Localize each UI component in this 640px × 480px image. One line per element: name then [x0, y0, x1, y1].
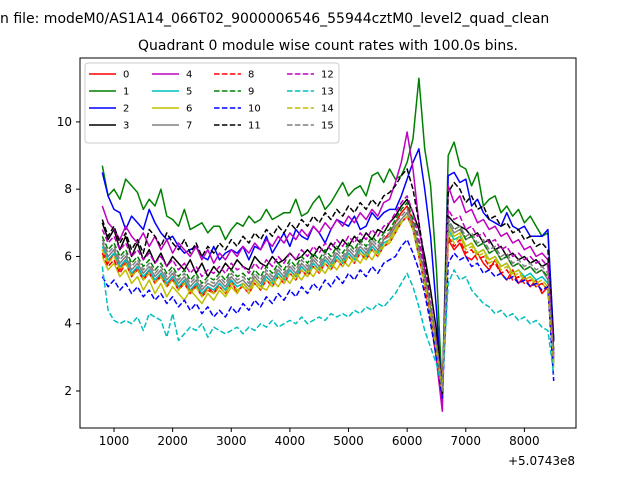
- x-tick-label: 2000: [157, 434, 188, 448]
- legend-label-1: 1: [123, 87, 129, 98]
- chart-title: Quadrant 0 module wise count rates with …: [138, 38, 518, 54]
- legend-label-4: 4: [186, 70, 192, 81]
- x-axis-offset-label: +5.0743e8: [508, 454, 575, 468]
- figure-suptitle: n file: modeM0/AS1A14_066T02_9000006546_…: [0, 11, 549, 27]
- legend-box: [84, 62, 340, 144]
- x-tick-label: 1000: [99, 434, 130, 448]
- legend-label-3: 3: [123, 121, 129, 132]
- y-tick-label: 6: [64, 249, 72, 263]
- series-line-6: [101, 211, 555, 389]
- y-tick-label: 10: [57, 115, 72, 129]
- y-tick-label: 8: [64, 182, 72, 196]
- x-tick-label: 3000: [216, 434, 247, 448]
- legend-label-9: 9: [248, 87, 254, 98]
- y-tick-label: 4: [64, 317, 72, 331]
- series-line-1: [101, 77, 555, 396]
- plot-frame: [79, 57, 577, 429]
- legend-label-7: 7: [186, 121, 192, 132]
- x-tick-label: 4000: [275, 434, 306, 448]
- legend-label-14: 14: [321, 104, 334, 115]
- series-line-10: [101, 238, 555, 399]
- legend-label-12: 12: [321, 70, 334, 81]
- series-line-4: [101, 131, 555, 412]
- legend-label-11: 11: [248, 121, 261, 132]
- series-line-14: [101, 215, 555, 392]
- x-tick-label: 7000: [451, 434, 482, 448]
- legend-label-0: 0: [123, 70, 129, 81]
- x-tick-label: 8000: [509, 434, 540, 448]
- x-tick-label: 5000: [333, 434, 364, 448]
- legend-label-2: 2: [123, 104, 129, 115]
- legend-label-10: 10: [248, 104, 261, 115]
- legend-label-6: 6: [186, 104, 192, 115]
- series-line-11: [101, 168, 555, 396]
- series-line-9: [101, 201, 555, 392]
- x-tick-label: 6000: [392, 434, 423, 448]
- series-line-3: [101, 198, 555, 392]
- series-layer: [101, 77, 555, 412]
- legend-label-15: 15: [321, 121, 334, 132]
- y-tick-label: 2: [64, 384, 72, 398]
- x-axis: 1000 2000 3000 4000 5000 6000 7000 8000: [99, 428, 540, 448]
- legend-label-13: 13: [321, 87, 334, 98]
- legend-label-8: 8: [248, 70, 254, 81]
- series-line-15: [101, 208, 555, 392]
- y-axis: 2 4 6 8 10: [57, 115, 80, 398]
- series-line-12: [101, 195, 555, 389]
- legend-label-5: 5: [186, 87, 192, 98]
